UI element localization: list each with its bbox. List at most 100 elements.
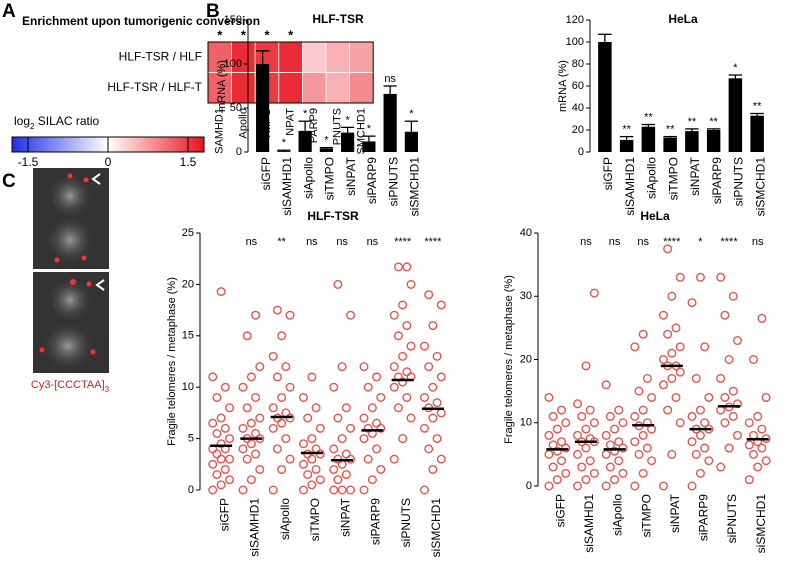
x-tick-label: siSAMHD1 bbox=[248, 498, 262, 557]
data-point bbox=[255, 362, 265, 372]
data-point bbox=[307, 454, 317, 464]
data-point bbox=[359, 362, 369, 372]
data-point bbox=[638, 405, 648, 415]
data-point bbox=[372, 444, 382, 454]
data-point bbox=[225, 403, 235, 413]
x-tick-label: siPNUTS bbox=[386, 157, 400, 206]
x-tick-label: siGFP bbox=[259, 157, 273, 190]
y-tick-label: 50 bbox=[230, 102, 242, 114]
data-point bbox=[341, 449, 351, 459]
bar bbox=[728, 78, 743, 152]
y-axis-label: Fragile telomeres / metaphase (%) bbox=[503, 275, 515, 444]
data-point bbox=[281, 362, 291, 372]
data-point bbox=[732, 430, 742, 440]
data-point bbox=[610, 446, 620, 456]
significance: * bbox=[303, 108, 308, 120]
heatmap-cell bbox=[325, 72, 351, 104]
data-point bbox=[333, 413, 343, 423]
bar bbox=[383, 93, 397, 152]
row-label: HLF-TSR / HLF-T bbox=[107, 80, 202, 94]
y-tick-label: 30 bbox=[520, 290, 532, 302]
data-point bbox=[419, 423, 429, 433]
data-point bbox=[251, 392, 261, 402]
x-tick-label: siPARP9 bbox=[365, 157, 379, 204]
data-point bbox=[208, 418, 218, 428]
data-point bbox=[642, 373, 652, 383]
data-point bbox=[346, 485, 356, 495]
y-tick-label: 0 bbox=[188, 484, 194, 496]
data-point bbox=[238, 382, 248, 392]
x-tick-label: siTMPO bbox=[323, 157, 337, 200]
significance: ** bbox=[622, 124, 631, 136]
chart-title: HLF-TSR bbox=[312, 12, 364, 26]
data-point bbox=[212, 470, 222, 480]
x-tick-label: siSMCHD1 bbox=[408, 157, 422, 217]
data-point bbox=[285, 310, 295, 320]
data-point bbox=[268, 351, 278, 361]
heatmap-cell bbox=[325, 41, 351, 73]
data-point bbox=[720, 418, 730, 428]
significance: **** bbox=[424, 236, 442, 248]
significance: * bbox=[217, 27, 223, 42]
data-point bbox=[761, 392, 771, 402]
data-point bbox=[614, 456, 624, 466]
bar bbox=[319, 148, 333, 152]
x-tick-label: siSAMHD1 bbox=[582, 494, 596, 553]
data-point bbox=[557, 456, 567, 466]
x-tick-label: siTMPO bbox=[666, 157, 680, 200]
y-tick-label: 0 bbox=[526, 480, 532, 492]
data-point bbox=[402, 392, 412, 402]
data-point bbox=[720, 392, 730, 402]
bar bbox=[750, 115, 764, 152]
data-point bbox=[634, 386, 644, 396]
data-point bbox=[419, 485, 429, 495]
data-point bbox=[695, 405, 705, 415]
data-point bbox=[341, 403, 351, 413]
data-point bbox=[573, 399, 583, 409]
data-point bbox=[359, 434, 369, 444]
data-point bbox=[277, 464, 287, 474]
significance: ns bbox=[336, 236, 348, 248]
data-point bbox=[389, 382, 399, 392]
data-point bbox=[601, 481, 611, 491]
data-point bbox=[724, 355, 734, 365]
data-point bbox=[757, 313, 767, 323]
data-point bbox=[552, 424, 562, 434]
column-label: PNUTS bbox=[332, 108, 344, 145]
data-point bbox=[700, 418, 710, 428]
bar bbox=[598, 42, 612, 152]
caption-text: Cy3-[CCCTAA] bbox=[31, 379, 105, 391]
data-point bbox=[402, 262, 412, 272]
data-point bbox=[589, 288, 599, 298]
data-point bbox=[363, 423, 373, 433]
panel-label: C bbox=[2, 171, 16, 192]
data-point bbox=[255, 413, 265, 423]
colorbar-tick-label: -1.5 bbox=[18, 155, 39, 169]
x-tick-label: siGFP bbox=[217, 498, 231, 531]
colorbar-label: log2 SILAC ratio bbox=[14, 114, 99, 130]
y-tick-label: 10 bbox=[520, 417, 532, 429]
data-point bbox=[561, 418, 571, 428]
chart-title: HLF-TSR bbox=[307, 209, 359, 223]
data-point bbox=[748, 355, 758, 365]
column-label: Apollo bbox=[237, 108, 249, 139]
data-point bbox=[638, 329, 648, 339]
data-point bbox=[436, 300, 446, 310]
data-point bbox=[359, 413, 369, 423]
colorbar-tick-label: 1.5 bbox=[180, 155, 197, 169]
data-point bbox=[573, 449, 583, 459]
data-point bbox=[281, 434, 291, 444]
data-point bbox=[544, 449, 554, 459]
data-point bbox=[618, 443, 628, 453]
data-point bbox=[744, 475, 754, 485]
data-point bbox=[638, 430, 648, 440]
data-point bbox=[298, 439, 308, 449]
data-point bbox=[389, 310, 399, 320]
data-point bbox=[634, 449, 644, 459]
bar bbox=[685, 131, 699, 152]
data-point bbox=[724, 443, 734, 453]
data-point bbox=[337, 362, 347, 372]
data-point bbox=[337, 459, 347, 469]
x-tick-label: siPNUTS bbox=[725, 494, 739, 543]
